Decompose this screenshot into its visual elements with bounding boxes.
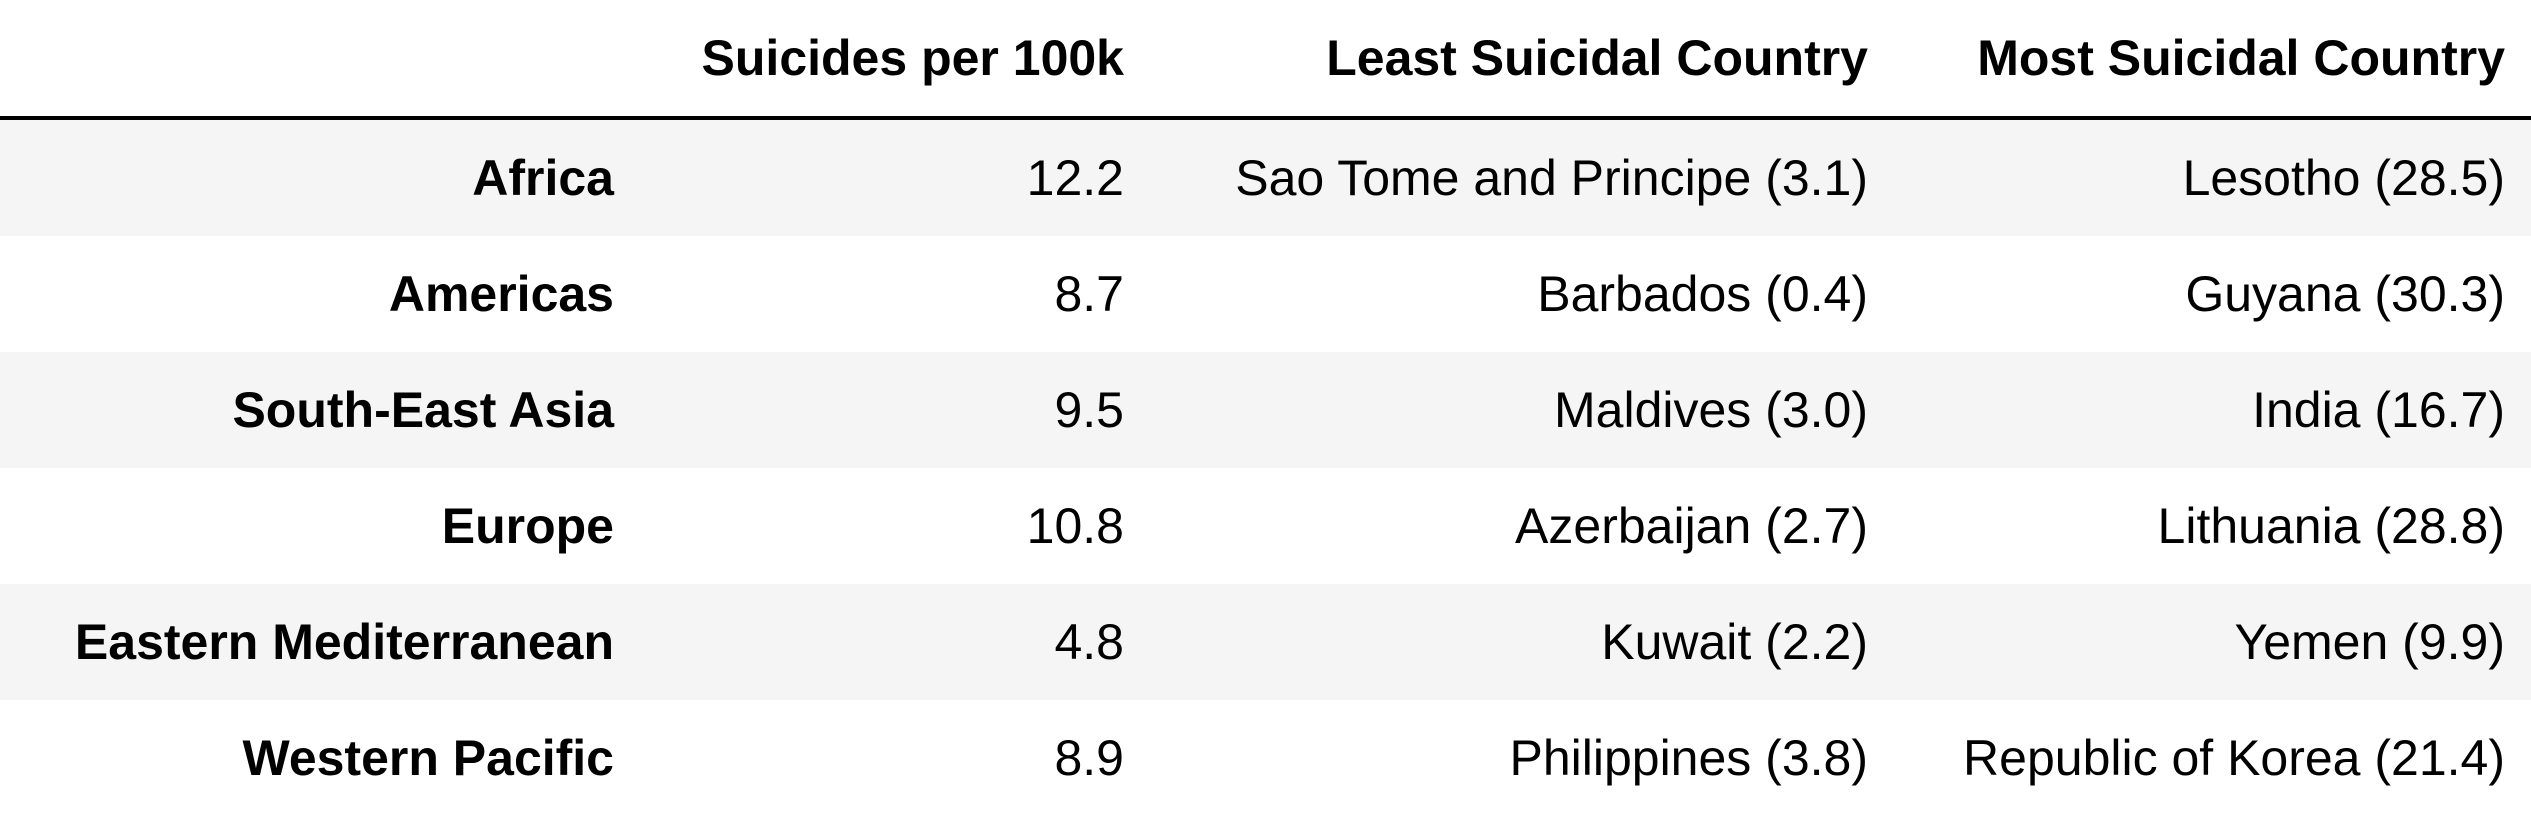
row-rate: 10.8 xyxy=(1026,498,1124,554)
row-region: South-East Asia xyxy=(232,382,614,438)
row-least: Azerbaijan (2.7) xyxy=(1515,498,1868,554)
row-least: Maldives (3.0) xyxy=(1554,382,1868,438)
row-most: Lithuania (28.8) xyxy=(2157,498,2505,554)
row-rate: 8.9 xyxy=(1054,730,1124,786)
row-region: Africa xyxy=(472,150,614,206)
table-row: Eastern Mediterranean 4.8 Kuwait (2.2) Y… xyxy=(0,584,2531,700)
row-least: Philippines (3.8) xyxy=(1509,730,1868,786)
table-row: Western Pacific 8.9 Philippines (3.8) Re… xyxy=(0,700,2531,816)
header-least-suicidal-country: Least Suicidal Country xyxy=(1326,30,1868,86)
table-row: Africa 12.2 Sao Tome and Principe (3.1) … xyxy=(0,120,2531,236)
header-most-suicidal-country: Most Suicidal Country xyxy=(1977,30,2505,86)
row-region: Eastern Mediterranean xyxy=(74,614,614,670)
row-most: Lesotho (28.5) xyxy=(2182,150,2505,206)
row-region: Americas xyxy=(388,266,614,322)
row-least: Sao Tome and Principe (3.1) xyxy=(1235,150,1868,206)
row-most: Guyana (30.3) xyxy=(2185,266,2505,322)
row-rate: 8.7 xyxy=(1054,266,1124,322)
table-row: Europe 10.8 Azerbaijan (2.7) Lithuania (… xyxy=(0,468,2531,584)
table-row: South-East Asia 9.5 Maldives (3.0) India… xyxy=(0,352,2531,468)
header-suicides-per-100k: Suicides per 100k xyxy=(701,30,1124,86)
row-most: Yemen (9.9) xyxy=(2234,614,2505,670)
row-most: India (16.7) xyxy=(2252,382,2505,438)
row-least: Kuwait (2.2) xyxy=(1601,614,1868,670)
row-most: Republic of Korea (21.4) xyxy=(1963,730,2505,786)
row-rate: 12.2 xyxy=(1026,150,1124,206)
table-row: Americas 8.7 Barbados (0.4) Guyana (30.3… xyxy=(0,236,2531,352)
row-least: Barbados (0.4) xyxy=(1537,266,1868,322)
table-header-row: Suicides per 100k Least Suicidal Country… xyxy=(0,0,2531,120)
row-rate: 4.8 xyxy=(1054,614,1124,670)
row-region: Western Pacific xyxy=(242,730,614,786)
row-rate: 9.5 xyxy=(1054,382,1124,438)
row-region: Europe xyxy=(441,498,614,554)
